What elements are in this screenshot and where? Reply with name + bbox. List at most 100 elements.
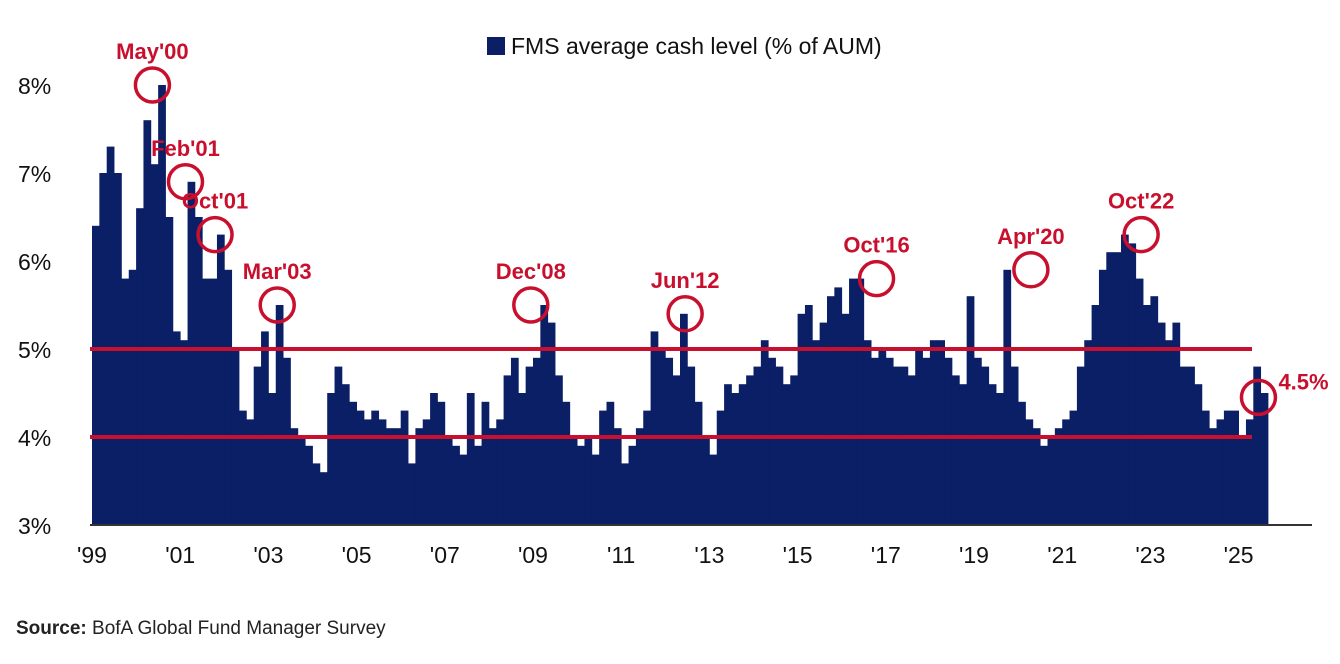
annotation-label: Feb'01 (151, 136, 220, 161)
bar (1084, 340, 1092, 525)
bar (319, 472, 328, 525)
bar (922, 357, 931, 525)
bar (1231, 410, 1239, 525)
x-axis-ticks: '99 '01 '03 '05 '07 '09 '11 '13 '15 '17 '19 '21 '23 '… (77, 542, 1254, 568)
bar (349, 401, 357, 525)
x-tick-label: '21 (1047, 542, 1077, 568)
bar (665, 357, 674, 525)
y-tick-label: 5% (18, 337, 51, 363)
x-tick-label: '05 (342, 542, 372, 568)
bar (966, 296, 975, 525)
bars (92, 85, 1269, 526)
annotation-label: Oct'01 (182, 189, 248, 214)
bar (1143, 305, 1151, 525)
bar (959, 384, 968, 525)
bar (1018, 401, 1026, 525)
bar (1047, 437, 1056, 525)
bar (628, 445, 637, 525)
bar (804, 305, 813, 525)
annotation-label: Oct'16 (843, 233, 909, 258)
annotation-circle (1239, 378, 1278, 417)
legend: FMS average cash level (% of AUM) (487, 33, 882, 59)
y-tick-label: 8% (18, 73, 51, 99)
bar (1121, 234, 1129, 525)
bar (584, 437, 593, 525)
bar (180, 340, 188, 525)
bar (518, 393, 527, 525)
annotation-label: 4.5% (1278, 369, 1328, 394)
bar (1253, 366, 1262, 525)
bar (650, 331, 659, 525)
bar (283, 357, 291, 525)
bar (106, 146, 115, 525)
bar (951, 375, 960, 525)
bar (702, 437, 710, 525)
bar (680, 313, 688, 525)
bar (760, 340, 769, 525)
bar (408, 463, 416, 525)
bar (1091, 305, 1100, 525)
bar (452, 445, 460, 525)
bar (819, 322, 828, 525)
bar (709, 454, 718, 525)
bar (1172, 322, 1181, 525)
bar (503, 375, 512, 525)
bar (136, 208, 144, 525)
bar (768, 357, 776, 525)
annotation-circle (1012, 251, 1050, 289)
bar (1179, 366, 1188, 525)
bar (863, 340, 872, 525)
bar (239, 410, 247, 525)
bar (474, 445, 482, 525)
bar (430, 393, 438, 525)
bar (606, 401, 615, 525)
bar (481, 401, 490, 525)
bar (746, 375, 754, 525)
bar (268, 393, 277, 525)
source-text: BofA Global Fund Manager Survey (86, 618, 386, 639)
y-tick-label: 4% (18, 425, 51, 451)
annotation-label: Jun'12 (651, 268, 720, 293)
annotation-circle (857, 259, 896, 298)
bar (305, 445, 313, 525)
bar (1106, 252, 1115, 525)
bar (1194, 384, 1203, 525)
annotation-circle (258, 286, 296, 324)
bar (885, 357, 894, 525)
bar (812, 340, 821, 525)
bar (907, 375, 916, 525)
bar (290, 428, 299, 525)
bar (893, 366, 901, 525)
bar (275, 305, 284, 525)
bar (1003, 269, 1012, 525)
bar (261, 331, 269, 525)
bar (547, 322, 556, 525)
y-tick-label: 3% (18, 513, 51, 539)
annotation-label: Dec'08 (496, 259, 566, 284)
bar (790, 375, 798, 525)
bar (172, 331, 181, 525)
bar (937, 340, 945, 525)
bar (753, 366, 762, 525)
bar (996, 393, 1004, 525)
bar (533, 357, 541, 525)
bar (437, 401, 446, 525)
bar (974, 357, 982, 525)
bar (1201, 410, 1210, 525)
legend-swatch (487, 37, 505, 55)
bar (988, 384, 997, 525)
bar (1010, 366, 1019, 525)
bar (1076, 366, 1085, 525)
bar (488, 428, 497, 525)
x-tick-label: '25 (1224, 542, 1254, 568)
bar (782, 384, 791, 525)
legend-label: FMS average cash level (% of AUM) (511, 33, 882, 59)
x-tick-label: '11 (607, 542, 635, 568)
bar (569, 437, 578, 525)
bar (724, 384, 732, 525)
source-prefix: Source: (16, 618, 87, 639)
bar (1040, 445, 1048, 525)
source-note: Source: BofA Global Fund Manager Survey (16, 618, 386, 640)
bar (378, 419, 387, 525)
